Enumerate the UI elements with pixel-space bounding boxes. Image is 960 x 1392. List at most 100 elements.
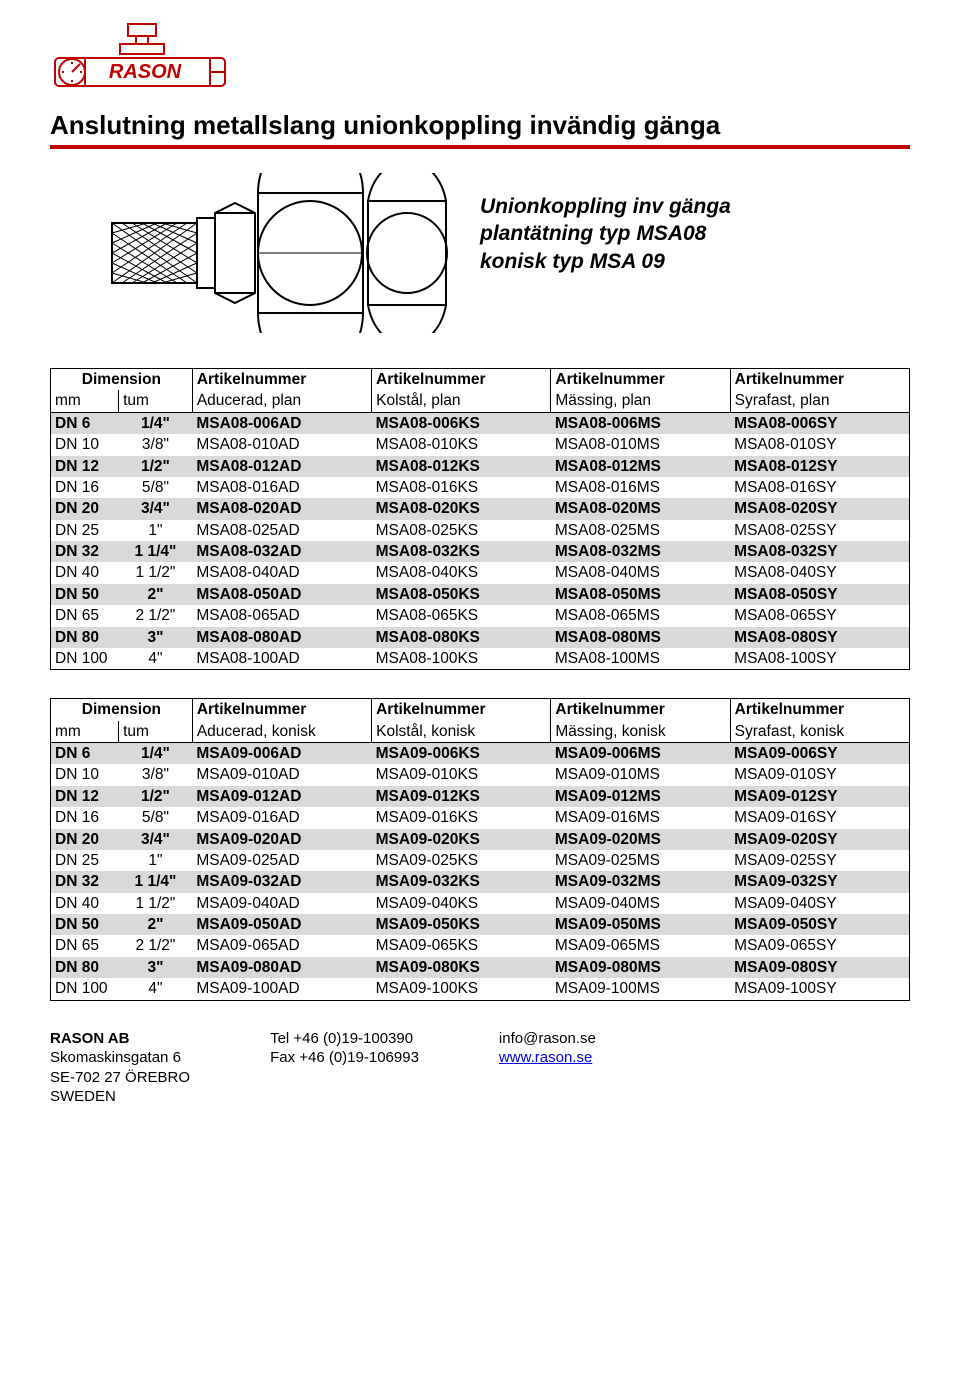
cell-a: MSA08-050AD (192, 584, 371, 605)
table-msa09: Dimension Artikelnummer Artikelnummer Ar… (50, 698, 910, 1000)
cell-d: MSA08-100SY (730, 648, 909, 670)
cell-c: MSA09-010MS (551, 764, 730, 785)
th-artikel-3: Artikelnummer (551, 699, 730, 721)
th-mm: mm (51, 390, 119, 412)
cell-a: MSA08-100AD (192, 648, 371, 670)
cell-d: MSA08-006SY (730, 412, 909, 434)
cell-mm: DN 65 (51, 605, 119, 626)
th-sub-2: Kolstål, konisk (372, 721, 551, 743)
table-row: DN 1004"MSA09-100ADMSA09-100KSMSA09-100M… (51, 978, 910, 1000)
cell-b: MSA08-050KS (372, 584, 551, 605)
cell-a: MSA08-040AD (192, 562, 371, 583)
cell-b: MSA09-025KS (372, 850, 551, 871)
cell-tum: 3" (119, 957, 193, 978)
cell-mm: DN 16 (51, 477, 119, 498)
footer: RASON AB Skomaskinsgatan 6 SE-702 27 ÖRE… (50, 1029, 910, 1107)
cell-d: MSA09-050SY (730, 914, 909, 935)
cell-b: MSA09-006KS (372, 743, 551, 765)
cell-a: MSA09-032AD (192, 871, 371, 892)
cell-mm: DN 25 (51, 850, 119, 871)
cell-b: MSA09-020KS (372, 829, 551, 850)
cell-tum: 2" (119, 914, 193, 935)
rason-logo: RASON (50, 20, 910, 90)
cell-c: MSA08-020MS (551, 498, 730, 519)
footer-email: info@rason.se (499, 1029, 596, 1049)
cell-c: MSA09-032MS (551, 871, 730, 892)
cell-mm: DN 12 (51, 456, 119, 477)
cell-tum: 3/8" (119, 434, 193, 455)
table-row: DN 203/4"MSA08-020ADMSA08-020KSMSA08-020… (51, 498, 910, 519)
cell-mm: DN 6 (51, 412, 119, 434)
cell-tum: 1" (119, 850, 193, 871)
cell-c: MSA08-025MS (551, 520, 730, 541)
table-row: DN 121/2"MSA09-012ADMSA09-012KSMSA09-012… (51, 786, 910, 807)
cell-a: MSA09-050AD (192, 914, 371, 935)
cell-tum: 2 1/2" (119, 935, 193, 956)
cell-mm: DN 6 (51, 743, 119, 765)
cell-mm: DN 10 (51, 764, 119, 785)
table-row: DN 165/8"MSA08-016ADMSA08-016KSMSA08-016… (51, 477, 910, 498)
cell-c: MSA09-065MS (551, 935, 730, 956)
cell-d: MSA08-016SY (730, 477, 909, 498)
cell-mm: DN 10 (51, 434, 119, 455)
table-row: DN 61/4"MSA08-006ADMSA08-006KSMSA08-006M… (51, 412, 910, 434)
cell-a: MSA08-065AD (192, 605, 371, 626)
cell-d: MSA08-010SY (730, 434, 909, 455)
cell-a: MSA08-006AD (192, 412, 371, 434)
cell-mm: DN 32 (51, 871, 119, 892)
cell-c: MSA09-012MS (551, 786, 730, 807)
cell-b: MSA08-040KS (372, 562, 551, 583)
cell-b: MSA08-080KS (372, 627, 551, 648)
cell-a: MSA09-020AD (192, 829, 371, 850)
cell-c: MSA09-040MS (551, 893, 730, 914)
cell-b: MSA08-025KS (372, 520, 551, 541)
cell-a: MSA08-010AD (192, 434, 371, 455)
product-drawing (110, 173, 450, 338)
cell-mm: DN 40 (51, 562, 119, 583)
cell-a: MSA09-025AD (192, 850, 371, 871)
cell-tum: 5/8" (119, 477, 193, 498)
footer-fax: Fax +46 (0)19-106993 (270, 1048, 419, 1068)
cell-d: MSA08-065SY (730, 605, 909, 626)
cell-b: MSA08-010KS (372, 434, 551, 455)
cell-mm: DN 80 (51, 627, 119, 648)
table-row: DN 652 1/2"MSA09-065ADMSA09-065KSMSA09-0… (51, 935, 910, 956)
cell-b: MSA09-040KS (372, 893, 551, 914)
cell-a: MSA09-016AD (192, 807, 371, 828)
cell-mm: DN 100 (51, 648, 119, 670)
cell-mm: DN 50 (51, 914, 119, 935)
th-tum: tum (119, 390, 193, 412)
cell-tum: 3/4" (119, 829, 193, 850)
cell-tum: 3" (119, 627, 193, 648)
cell-tum: 1 1/4" (119, 541, 193, 562)
cell-a: MSA08-025AD (192, 520, 371, 541)
cell-tum: 4" (119, 648, 193, 670)
cell-d: MSA09-065SY (730, 935, 909, 956)
cell-d: MSA08-050SY (730, 584, 909, 605)
hero-line-3: konisk typ MSA 09 (480, 248, 731, 275)
table-row: DN 803"MSA08-080ADMSA08-080KSMSA08-080MS… (51, 627, 910, 648)
cell-b: MSA09-032KS (372, 871, 551, 892)
cell-mm: DN 80 (51, 957, 119, 978)
cell-mm: DN 25 (51, 520, 119, 541)
cell-a: MSA09-012AD (192, 786, 371, 807)
cell-c: MSA09-020MS (551, 829, 730, 850)
cell-tum: 1/2" (119, 786, 193, 807)
cell-b: MSA09-010KS (372, 764, 551, 785)
table-row: DN 251"MSA09-025ADMSA09-025KSMSA09-025MS… (51, 850, 910, 871)
hero-text: Unionkoppling inv gänga plantätning typ … (480, 173, 731, 275)
footer-web-link[interactable]: www.rason.se (499, 1049, 592, 1066)
cell-mm: DN 16 (51, 807, 119, 828)
cell-mm: DN 32 (51, 541, 119, 562)
th-artikel-4: Artikelnummer (730, 369, 909, 391)
cell-d: MSA09-020SY (730, 829, 909, 850)
th-sub-1: Aducerad, plan (192, 390, 371, 412)
table-row: DN 502"MSA09-050ADMSA09-050KSMSA09-050MS… (51, 914, 910, 935)
th-artikel-4: Artikelnummer (730, 699, 909, 721)
footer-links: info@rason.se www.rason.se (499, 1029, 596, 1107)
cell-tum: 1 1/2" (119, 893, 193, 914)
cell-b: MSA08-100KS (372, 648, 551, 670)
cell-tum: 3/8" (119, 764, 193, 785)
table-row: DN 251"MSA08-025ADMSA08-025KSMSA08-025MS… (51, 520, 910, 541)
cell-b: MSA09-016KS (372, 807, 551, 828)
